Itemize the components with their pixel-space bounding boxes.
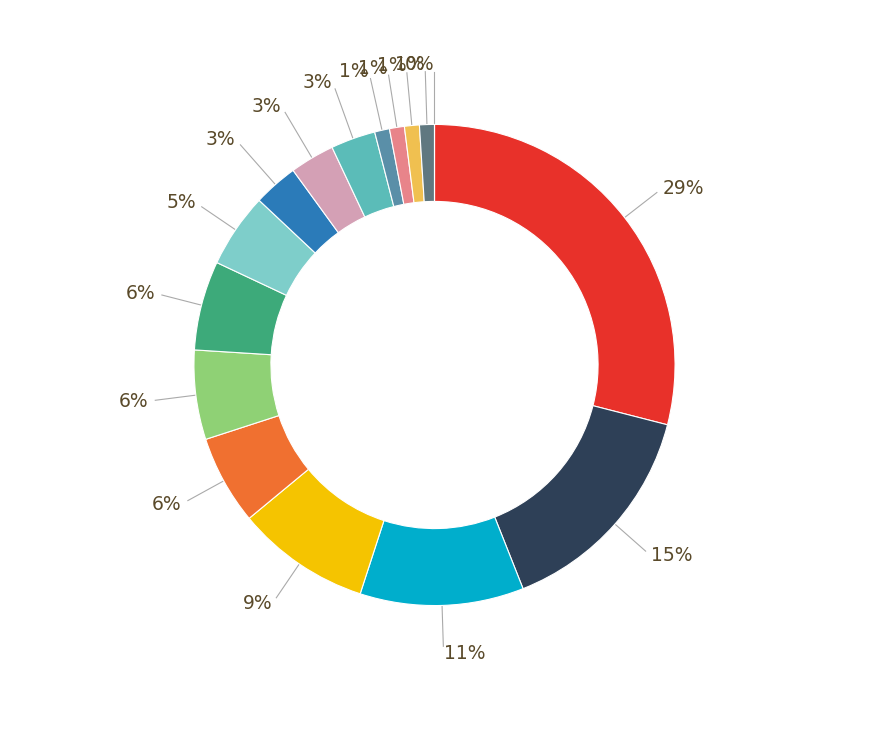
Text: 15%: 15% (651, 546, 693, 566)
Wedge shape (293, 147, 365, 233)
Text: 6%: 6% (152, 494, 182, 514)
Text: 6%: 6% (118, 392, 148, 411)
Text: 6%: 6% (125, 284, 155, 303)
Wedge shape (494, 406, 667, 588)
Wedge shape (389, 126, 414, 204)
Text: 1%: 1% (339, 62, 369, 81)
Wedge shape (194, 350, 279, 439)
Wedge shape (332, 132, 394, 217)
Text: 1%: 1% (376, 56, 406, 75)
Text: 1%: 1% (395, 55, 425, 74)
Wedge shape (404, 125, 424, 203)
Text: 1%: 1% (358, 58, 388, 77)
Wedge shape (217, 200, 315, 296)
Wedge shape (206, 415, 308, 518)
Wedge shape (195, 263, 287, 355)
Wedge shape (360, 517, 523, 606)
Wedge shape (249, 469, 384, 593)
Text: 9%: 9% (242, 594, 272, 613)
Text: 29%: 29% (662, 179, 704, 198)
Text: 11%: 11% (443, 644, 485, 663)
Wedge shape (259, 170, 338, 253)
Wedge shape (434, 124, 675, 425)
Wedge shape (375, 128, 404, 207)
Text: 3%: 3% (252, 96, 282, 115)
Text: 3%: 3% (303, 72, 333, 91)
Wedge shape (420, 124, 434, 201)
Text: 0%: 0% (405, 55, 434, 74)
Text: 3%: 3% (206, 130, 235, 149)
Text: 5%: 5% (166, 193, 196, 212)
